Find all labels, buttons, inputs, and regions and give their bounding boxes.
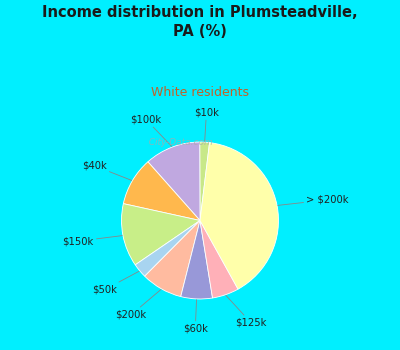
- Wedge shape: [200, 142, 278, 289]
- Wedge shape: [135, 220, 200, 276]
- Text: City-Data.com: City-Data.com: [143, 138, 213, 147]
- Wedge shape: [145, 220, 200, 296]
- Wedge shape: [181, 220, 212, 299]
- Wedge shape: [148, 142, 200, 220]
- Wedge shape: [122, 204, 200, 265]
- Text: > $200k: > $200k: [278, 195, 349, 205]
- Text: $50k: $50k: [92, 271, 139, 295]
- Wedge shape: [200, 142, 210, 220]
- Text: $100k: $100k: [130, 114, 172, 146]
- Text: $40k: $40k: [82, 161, 132, 180]
- Text: $125k: $125k: [226, 295, 267, 328]
- Text: $150k: $150k: [62, 236, 122, 246]
- Text: $60k: $60k: [183, 300, 208, 334]
- Wedge shape: [200, 220, 238, 298]
- Text: Income distribution in Plumsteadville,
PA (%): Income distribution in Plumsteadville, P…: [42, 5, 358, 39]
- Wedge shape: [123, 162, 200, 220]
- Text: White residents: White residents: [151, 86, 249, 99]
- Text: $10k: $10k: [194, 107, 219, 141]
- Text: $200k: $200k: [116, 289, 161, 320]
